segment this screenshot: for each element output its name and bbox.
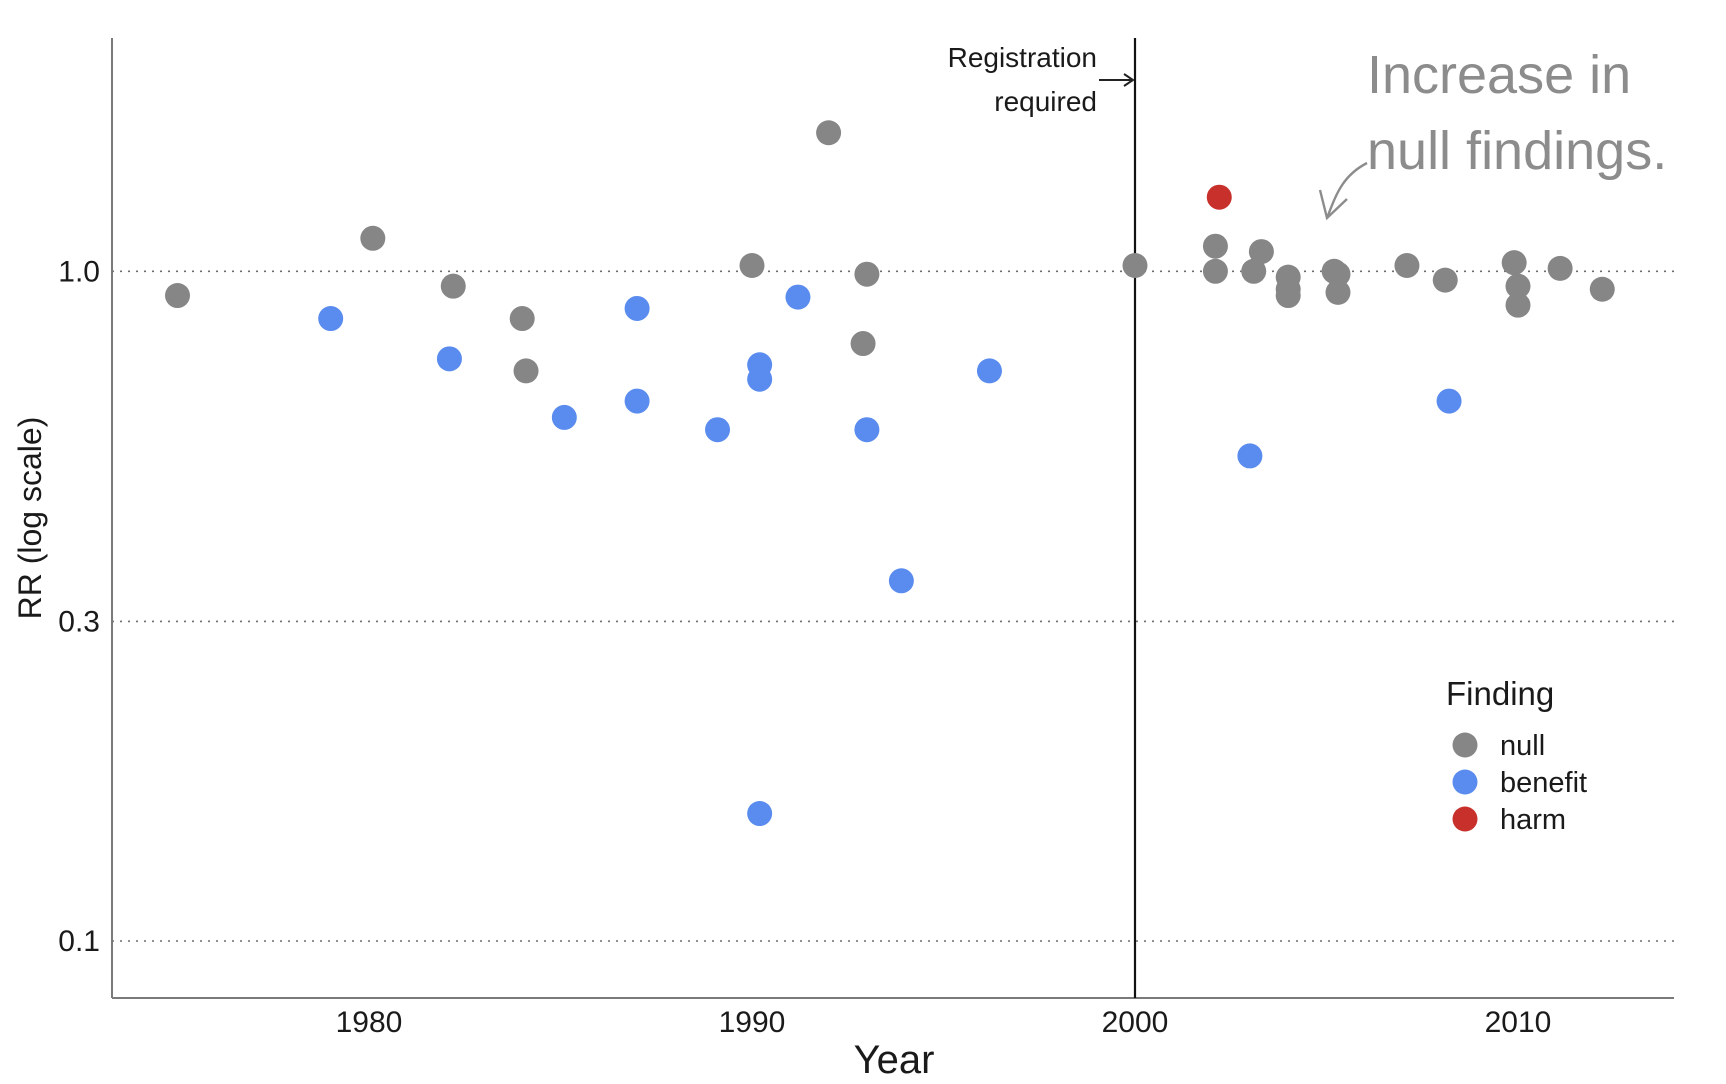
legend-label-harm: harm [1500,804,1566,836]
point-null-26 [1547,255,1573,281]
point-null-9 [850,331,876,357]
registration-arrow [1099,73,1135,87]
point-benefit-5 [624,388,650,414]
x-tick-label-2000: 2000 [1102,1006,1169,1039]
y-axis-title: RR (log scale) [12,417,48,620]
y-tick-label-1.0: 1.0 [58,255,100,288]
registration-label-line1: Registration [948,42,1097,73]
point-null-2 [360,225,386,251]
point-null-17 [1275,283,1301,309]
point-benefit-2 [436,346,462,372]
x-tick-label-1980: 1980 [336,1006,403,1039]
legend-swatch-null [1452,732,1478,758]
point-null-14 [1248,239,1274,265]
point-benefit-15 [1436,388,1462,414]
x-tick-label-2010: 2010 [1485,1006,1552,1039]
point-benefit-14 [1237,443,1263,469]
point-null-23 [1501,250,1527,276]
legend-items: null benefit harm [1452,730,1587,836]
point-benefit-10 [785,284,811,310]
legend-swatch-harm [1452,806,1478,832]
point-benefit-11 [854,417,880,443]
point-null-20 [1325,279,1351,305]
point-benefit-12 [888,568,914,594]
point-benefit-13 [976,358,1002,384]
point-benefit-6 [705,417,731,443]
point-null-21 [1394,253,1420,279]
y-tick-label-0.1: 0.1 [58,925,100,958]
data-points [165,120,1615,827]
point-benefit-3 [551,404,577,430]
legend: Finding null benefit harm [1446,675,1587,836]
point-null-11 [1202,233,1228,259]
registration-label-line2: required [994,86,1097,117]
x-tick-label-1990: 1990 [719,1006,786,1039]
legend-title: Finding [1446,675,1554,712]
point-null-13 [1241,258,1267,284]
point-benefit-7 [747,801,773,827]
x-tick-labels: 1980 1990 2000 2010 [336,1006,1552,1039]
point-null-7 [816,120,842,146]
point-benefit-9 [747,366,773,392]
point-null-27 [1589,276,1615,302]
point-null-8 [854,261,880,287]
point-benefit-4 [624,295,650,321]
point-null-6 [739,253,765,279]
point-null-22 [1432,267,1458,293]
point-null-5 [513,358,539,384]
point-null-12 [1202,258,1228,284]
point-null-4 [509,306,535,332]
point-null-25 [1505,292,1531,318]
legend-label-null: null [1500,730,1545,762]
point-null-19 [1325,261,1351,287]
point-null-10 [1122,253,1148,279]
x-axis-title: Year [854,1038,935,1082]
point-benefit-1 [318,306,344,332]
point-null-3 [440,273,466,299]
annotation-line1: Increase in [1367,45,1631,105]
point-harm-1 [1206,184,1232,210]
annotation-line2: null findings. [1367,121,1667,181]
legend-swatch-benefit [1452,769,1478,795]
annotation-arrow [1318,161,1368,221]
point-null-1 [165,283,190,309]
y-tick-labels: 0.1 0.3 1.0 [58,255,100,958]
point-null-24 [1505,273,1531,299]
y-tick-label-0.3: 0.3 [58,605,100,638]
legend-label-benefit: benefit [1500,767,1587,799]
